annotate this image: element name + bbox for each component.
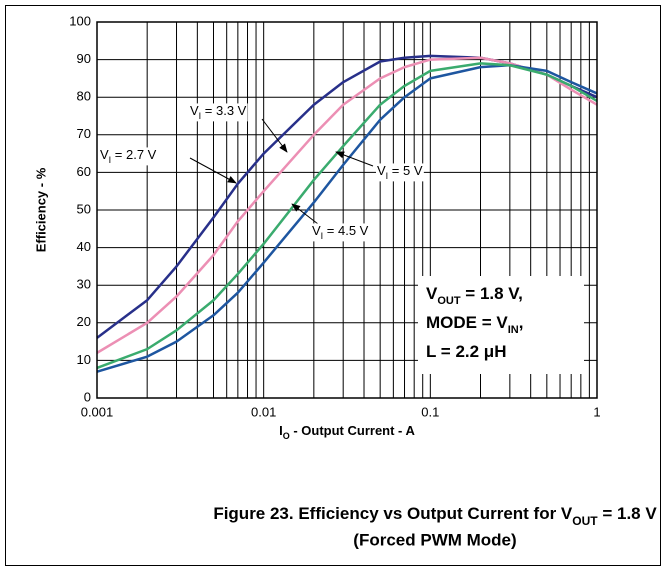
y-tick-label: 60 bbox=[77, 164, 91, 179]
y-tick-label: 90 bbox=[77, 51, 91, 66]
label-bg bbox=[99, 147, 158, 166]
y-tick-label: 50 bbox=[77, 201, 91, 216]
y-tick-label: 100 bbox=[69, 13, 91, 28]
condition-text: L = 2.2 μH bbox=[426, 342, 506, 361]
x-tick-label: 1 bbox=[593, 404, 600, 419]
series-label-part: = 2.7 V bbox=[111, 147, 156, 162]
x-tick-label: 0.1 bbox=[421, 404, 439, 419]
x-axis-label-part: - Output Current - A bbox=[290, 423, 416, 438]
frame bbox=[5, 5, 661, 566]
condition-text: VOUT = 1.8 V, bbox=[426, 284, 523, 306]
label-bg bbox=[189, 103, 248, 122]
condition-text-part: , bbox=[519, 313, 524, 332]
label-arrow bbox=[291, 203, 319, 225]
x-tick-label: 0.01 bbox=[251, 404, 276, 419]
y-tick-label: 40 bbox=[77, 239, 91, 254]
condition-text: MODE = VIN, bbox=[426, 313, 523, 335]
chart-title-part: = 1.8 V bbox=[598, 504, 658, 523]
y-axis-label: Efficiency - % bbox=[33, 167, 48, 252]
x-axis-label-part: I bbox=[279, 423, 283, 438]
series-label-part: = 5 V bbox=[388, 163, 423, 178]
x-axis-label-part: O bbox=[283, 431, 290, 441]
series-line bbox=[96, 62, 598, 370]
y-tick-label: 20 bbox=[77, 314, 91, 329]
label-arrow bbox=[261, 118, 288, 153]
y-tick-label: 0 bbox=[84, 389, 91, 404]
series-label-part: I bbox=[109, 155, 112, 165]
condition-text-part: OUT bbox=[437, 295, 461, 307]
y-tick-label: 70 bbox=[77, 126, 91, 141]
series-label-part: I bbox=[199, 111, 202, 121]
condition-text-part: V bbox=[426, 284, 438, 303]
series-label-part: = 3.3 V bbox=[201, 103, 246, 118]
label-bg bbox=[311, 223, 370, 242]
series-label-part: V bbox=[377, 163, 386, 178]
label-arrow bbox=[335, 151, 374, 167]
label-bg bbox=[376, 163, 424, 182]
x-axis-label: IO - Output Current - A bbox=[279, 423, 415, 441]
chart-title-part: Figure 23. Efficiency vs Output Current … bbox=[213, 504, 573, 523]
series-label-part: I bbox=[321, 231, 324, 241]
chart-subtitle: (Forced PWM Mode) bbox=[353, 530, 516, 549]
series-label: VI = 4.5 V bbox=[312, 223, 369, 241]
series-label-part: V bbox=[100, 147, 109, 162]
series-label-part: = 4.5 V bbox=[323, 223, 368, 238]
condition-text-part: = 1.8 V, bbox=[461, 284, 523, 303]
series-label-part: I bbox=[386, 171, 389, 181]
plot-border bbox=[96, 21, 598, 399]
series-label: VI = 3.3 V bbox=[190, 103, 247, 121]
chart-title: Figure 23. Efficiency vs Output Current … bbox=[213, 504, 657, 528]
series-line bbox=[96, 63, 598, 373]
series-label-part: V bbox=[190, 103, 199, 118]
condition-text-part: IN bbox=[508, 324, 519, 336]
series-label: VI = 5 V bbox=[377, 163, 423, 181]
y-tick-label: 30 bbox=[77, 277, 91, 292]
chart-title-part: OUT bbox=[572, 514, 598, 528]
series-label-part: V bbox=[312, 223, 321, 238]
y-tick-label: 80 bbox=[77, 89, 91, 104]
condition-text-part: MODE = V bbox=[426, 313, 508, 332]
label-arrow bbox=[189, 157, 237, 184]
y-tick-label: 10 bbox=[77, 352, 91, 367]
x-tick-label: 0.001 bbox=[81, 404, 114, 419]
conditions-box bbox=[418, 276, 584, 374]
condition-text-part: L = 2.2 μH bbox=[426, 342, 506, 361]
series-label: VI = 2.7 V bbox=[100, 147, 157, 165]
